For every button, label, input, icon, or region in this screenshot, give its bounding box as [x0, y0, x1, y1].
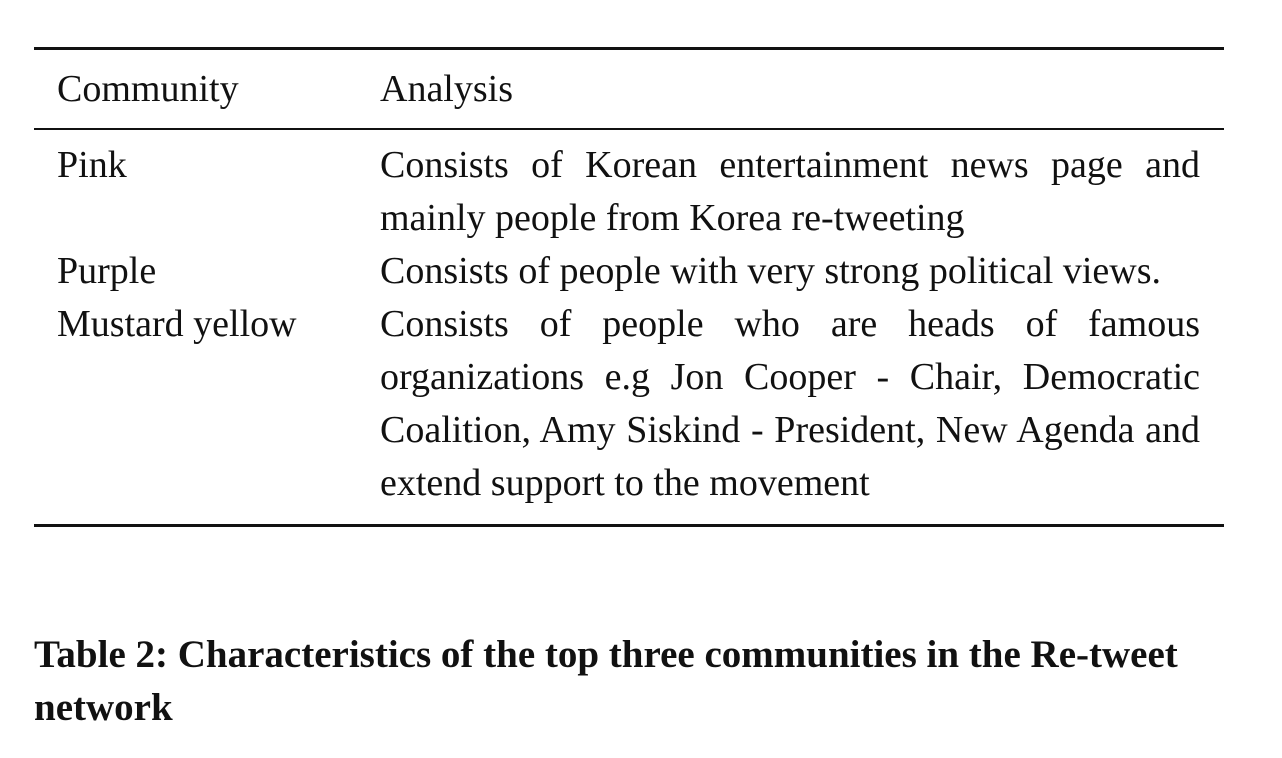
- bottom-rule: [34, 524, 1224, 527]
- header-analysis: Analysis: [380, 68, 513, 110]
- table-row: Pink Consists of Korean entertainment ne…: [34, 130, 1224, 245]
- table-caption: Table 2: Characteristics of the top thre…: [34, 633, 1178, 729]
- header-row: Community Analysis: [34, 50, 1224, 128]
- top-rule: [34, 47, 1224, 50]
- community-analysis: Consists of people who are heads of famo…: [380, 303, 1200, 504]
- header-community: Community: [57, 68, 239, 110]
- community-name: Pink: [57, 144, 127, 186]
- community-analysis: Consists of Korean entertainment news pa…: [380, 144, 1200, 239]
- table-row: Purple Consists of people with very stro…: [34, 245, 1224, 298]
- header-rule: [34, 128, 1224, 130]
- communities-table: Community Analysis Pink Consists of Kore…: [34, 47, 1224, 527]
- community-name: Mustard yellow: [57, 303, 297, 345]
- table-row: Mustard yellow Consists of people who ar…: [34, 298, 1224, 524]
- table-body-container: Community Analysis: [34, 50, 1224, 128]
- community-name: Purple: [57, 250, 157, 292]
- community-analysis: Consists of people with very strong poli…: [380, 250, 1162, 292]
